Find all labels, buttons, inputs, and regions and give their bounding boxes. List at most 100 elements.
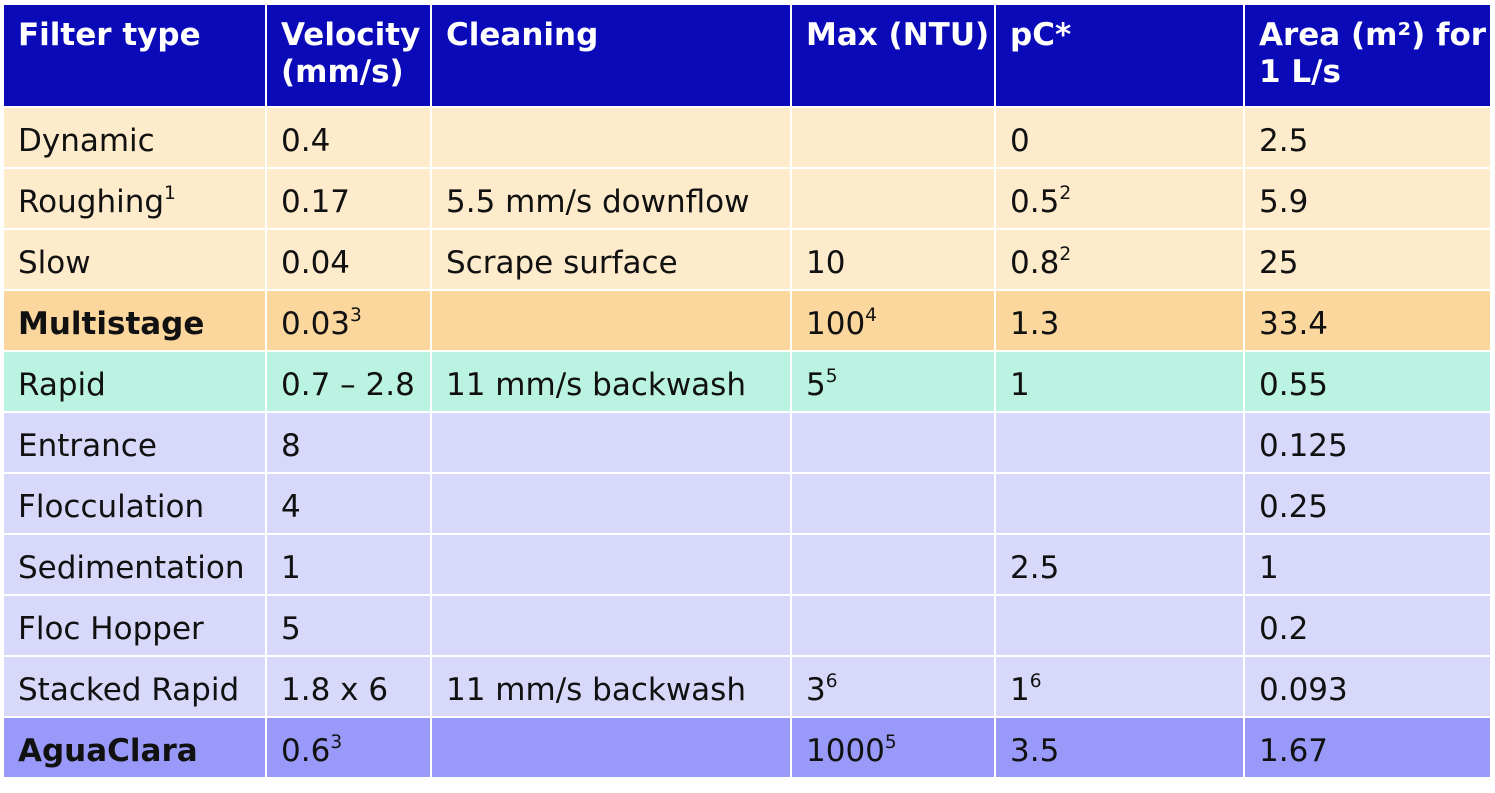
header-max-ntu: Max (NTU): [790, 3, 996, 108]
cell-velocity: 0.04: [265, 228, 432, 291]
cell-cleaning: [430, 289, 792, 352]
cell-text: 5: [806, 367, 826, 403]
cell-text: 1: [1010, 672, 1030, 708]
cell-text: Rapid: [18, 367, 106, 403]
cell-cleaning: 11 mm/s backwash: [430, 350, 792, 413]
footnote-marker: 2: [1059, 243, 1072, 265]
cell-velocity: 8: [265, 411, 432, 474]
cell-area: 5.9: [1243, 167, 1492, 230]
cell-area: 0.125: [1243, 411, 1492, 474]
table-row: Dynamic 0.4 0 2.5: [2, 106, 1492, 169]
cell-max-ntu: 1004: [790, 289, 996, 352]
cell-velocity: 1.8 x 6: [265, 655, 432, 718]
cell-text: 2.5: [1010, 550, 1060, 586]
cell-text: 0.25: [1259, 489, 1329, 525]
cell-text: Dynamic: [18, 123, 155, 159]
cell-area: 0.2: [1243, 594, 1492, 657]
cell-filter-type: Dynamic: [2, 106, 267, 169]
cell-text: 0.55: [1259, 367, 1329, 403]
cell-filter-type: AguaClara: [2, 716, 267, 779]
cell-cleaning: [430, 716, 792, 779]
footnote-marker: 5: [825, 365, 838, 387]
cell-text: 1: [1010, 367, 1030, 403]
table-row: Stacked Rapid 1.8 x 6 11 mm/s backwash 36 16…: [2, 655, 1492, 718]
cell-max-ntu: 36: [790, 655, 996, 718]
cell-text: 0.04: [281, 245, 351, 281]
header-filter-type: Filter type: [2, 3, 267, 108]
cell-text: 100: [806, 306, 866, 342]
cell-pc: 1.3: [994, 289, 1245, 352]
cell-cleaning: [430, 594, 792, 657]
cell-text: 1.3: [1010, 306, 1060, 342]
cell-max-ntu: [790, 594, 996, 657]
footnote-marker: 3: [330, 731, 343, 753]
cell-text: 33.4: [1259, 306, 1329, 342]
cell-text: 1: [1259, 550, 1279, 586]
cell-cleaning: [430, 411, 792, 474]
table-row: AguaClara 0.63 10005 3.5 1.67: [2, 716, 1492, 779]
cell-pc: 16: [994, 655, 1245, 718]
cell-text: 25: [1259, 245, 1299, 281]
header-cleaning: Cleaning: [430, 3, 792, 108]
cell-area: 33.4: [1243, 289, 1492, 352]
cell-text: 0.6: [281, 733, 331, 769]
cell-text: 0.8: [1010, 245, 1060, 281]
cell-pc: 3.5: [994, 716, 1245, 779]
cell-text: 5.5 mm/s downflow: [446, 184, 750, 220]
cell-velocity: 0.7 – 2.8: [265, 350, 432, 413]
cell-area: 0.25: [1243, 472, 1492, 535]
cell-text: 11 mm/s backwash: [446, 672, 746, 708]
header-row: Filter type Velocity (mm/s) Cleaning Max…: [2, 3, 1492, 108]
cell-pc: [994, 472, 1245, 535]
table-row: Sedimentation 1 2.5 1: [2, 533, 1492, 596]
cell-area: 2.5: [1243, 106, 1492, 169]
cell-max-ntu: 55: [790, 350, 996, 413]
cell-cleaning: 11 mm/s backwash: [430, 655, 792, 718]
table-row: Slow 0.04 Scrape surface 10 0.82 25: [2, 228, 1492, 291]
cell-text: 10: [806, 245, 846, 281]
cell-area: 0.55: [1243, 350, 1492, 413]
cell-text: 0.17: [281, 184, 351, 220]
cell-cleaning: [430, 472, 792, 535]
cell-cleaning: [430, 106, 792, 169]
footnote-marker: 4: [865, 304, 878, 326]
cell-pc: 0: [994, 106, 1245, 169]
cell-text: 1.8 x 6: [281, 672, 389, 708]
cell-velocity: 1: [265, 533, 432, 596]
cell-text: 0.5: [1010, 184, 1060, 220]
footnote-marker: 6: [825, 670, 838, 692]
cell-max-ntu: [790, 533, 996, 596]
header-pc: pC*: [994, 3, 1245, 108]
table-row: Entrance 8 0.125: [2, 411, 1492, 474]
cell-pc: 0.52: [994, 167, 1245, 230]
cell-filter-type: Multistage: [2, 289, 267, 352]
cell-velocity: 0.033: [265, 289, 432, 352]
footnote-marker: 3: [350, 304, 362, 326]
cell-velocity: 0.63: [265, 716, 432, 779]
footnote-marker: 2: [1059, 182, 1072, 204]
cell-text: 4: [281, 489, 301, 525]
table-row: Multistage 0.033 1004 1.3 33.4: [2, 289, 1492, 352]
footnote-marker: 1: [164, 182, 176, 204]
cell-filter-type: Flocculation: [2, 472, 267, 535]
cell-text: Sedimentation: [18, 550, 245, 586]
cell-max-ntu: [790, 411, 996, 474]
cell-text: 0.03: [281, 306, 351, 342]
cell-velocity: 4: [265, 472, 432, 535]
cell-pc: 2.5: [994, 533, 1245, 596]
cell-velocity: 0.17: [265, 167, 432, 230]
cell-text: 0.2: [1259, 611, 1309, 647]
cell-text: Floc Hopper: [18, 611, 204, 647]
cell-text: 2.5: [1259, 123, 1309, 159]
table-body: Dynamic 0.4 0 2.5 Roughing1 0.17 5.5 mm/s down…: [2, 106, 1492, 779]
cell-text: 0.4: [281, 123, 331, 159]
cell-text: 1000: [806, 733, 885, 769]
table-row: Rapid 0.7 – 2.8 11 mm/s backwash 55 1 0.55: [2, 350, 1492, 413]
cell-max-ntu: [790, 167, 996, 230]
cell-text: 1.67: [1259, 733, 1329, 769]
cell-text: 0.093: [1259, 672, 1348, 708]
cell-filter-type: Rapid: [2, 350, 267, 413]
cell-max-ntu: 10: [790, 228, 996, 291]
cell-pc: [994, 594, 1245, 657]
cell-velocity: 0.4: [265, 106, 432, 169]
